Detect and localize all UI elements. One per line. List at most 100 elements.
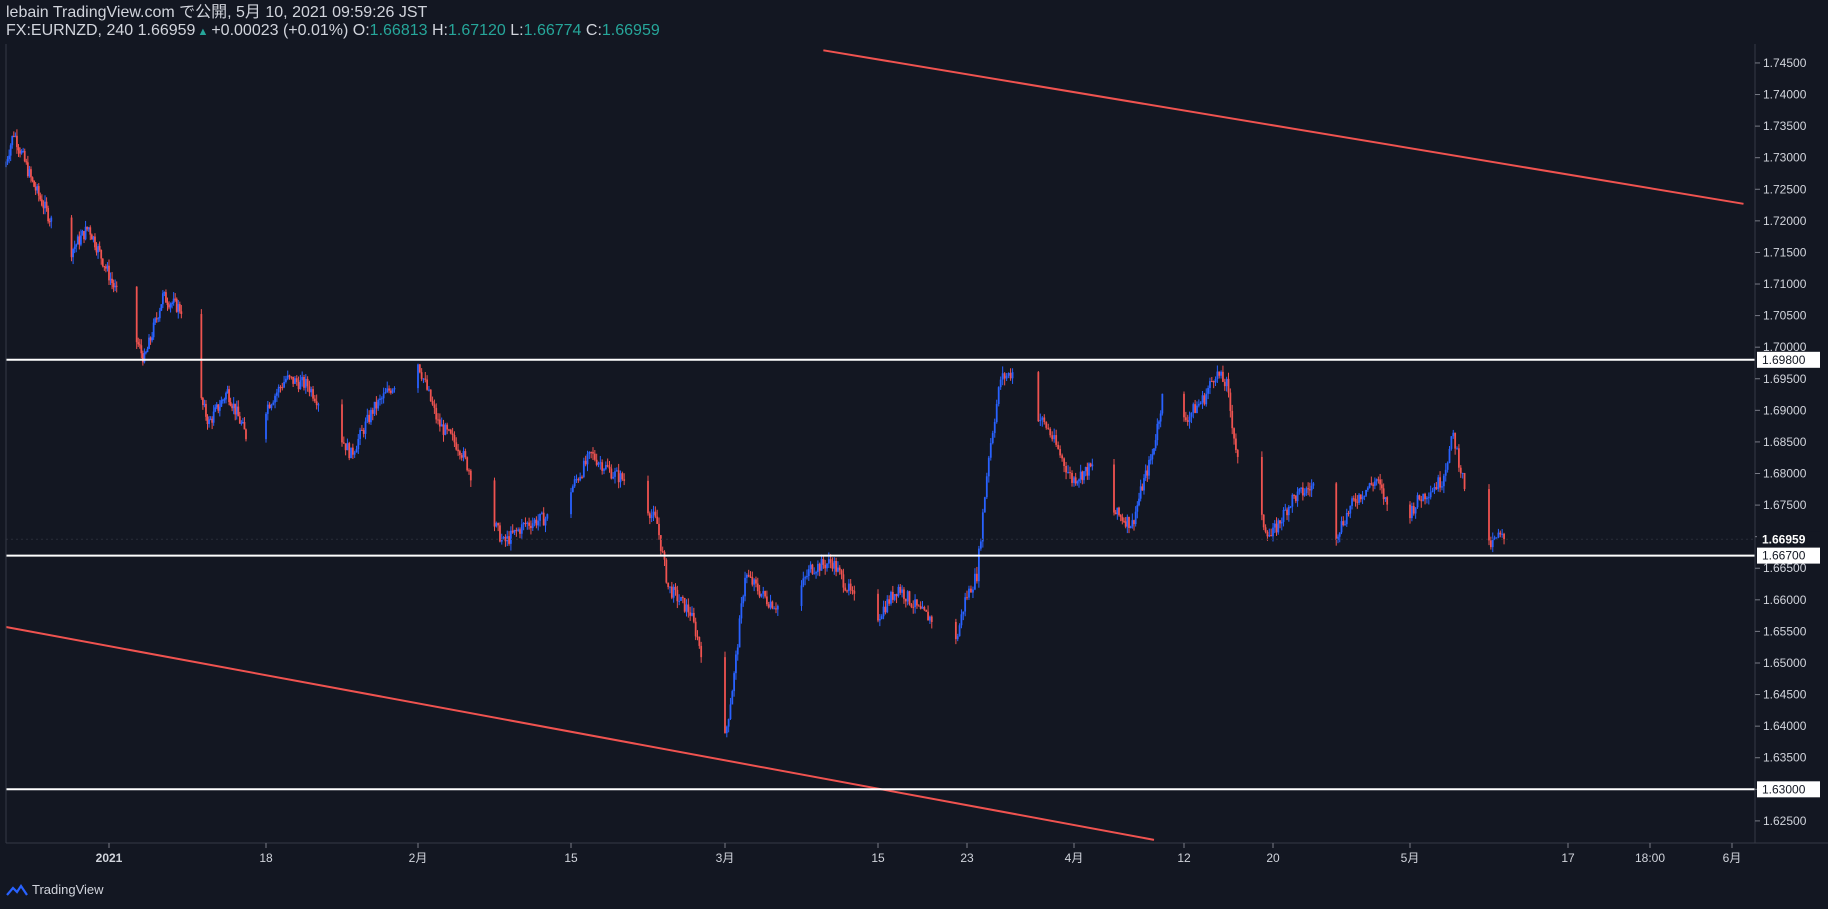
- candle-body: [762, 591, 765, 594]
- candle-body: [455, 442, 458, 450]
- candle-body: [317, 404, 320, 406]
- candle-body: [899, 586, 902, 593]
- candle-body: [33, 180, 35, 187]
- candle-body: [579, 476, 582, 481]
- candle-body: [1501, 533, 1504, 535]
- candle-body: [1158, 421, 1160, 424]
- y-tick-label: 1.69500: [1763, 372, 1807, 386]
- candle-body: [925, 609, 928, 612]
- level-price-label: 1.63000: [1762, 782, 1806, 796]
- candle-body: [1384, 497, 1387, 500]
- x-tick-label: 2月: [409, 851, 428, 865]
- time-axis[interactable]: 2021 18 2月 15 3月 15 23 4月 12 20 5月 17 18:00 6月: [96, 843, 1742, 865]
- candle-body: [818, 563, 821, 571]
- candle-body: [537, 520, 540, 526]
- candle-body: [388, 388, 390, 391]
- x-tick-label: 4月: [1065, 851, 1084, 865]
- candle-body: [497, 523, 500, 526]
- candle-body: [28, 169, 31, 177]
- candle-body: [1298, 488, 1301, 492]
- candle-body: [163, 292, 166, 294]
- candle-body: [604, 465, 607, 470]
- candle-body: [1192, 404, 1195, 413]
- candle-body: [1205, 393, 1208, 405]
- tradingview-logo[interactable]: TradingView: [6, 882, 104, 897]
- candle-body: [417, 364, 419, 389]
- candle-body: [469, 470, 472, 481]
- candle-body: [437, 419, 439, 421]
- candle-body: [1359, 494, 1362, 500]
- candle-body: [916, 599, 918, 606]
- candle-body: [1196, 405, 1198, 413]
- candle-body: [286, 375, 289, 379]
- candle-body: [1424, 493, 1426, 500]
- candle-body: [143, 352, 146, 363]
- candle-body: [351, 447, 354, 455]
- candle-body: [654, 511, 657, 517]
- level-price-tag: [1757, 781, 1820, 798]
- last-price: 1.66959: [137, 22, 196, 39]
- candle-body: [1342, 521, 1345, 525]
- candle-body: [1305, 488, 1308, 493]
- candle-body: [1131, 520, 1134, 527]
- candle-body: [20, 151, 23, 154]
- candle-body: [237, 406, 240, 417]
- candle-body: [45, 201, 48, 208]
- candle-body: [212, 411, 215, 423]
- close-value: 1.66959: [601, 22, 660, 39]
- candle-body: [90, 234, 93, 240]
- candle-body: [148, 337, 150, 349]
- candle-body: [1159, 413, 1162, 422]
- candle-body: [172, 298, 175, 304]
- candle-body: [769, 601, 772, 608]
- candle-body: [1154, 440, 1157, 449]
- y-tick-label: 1.66500: [1763, 561, 1807, 575]
- y-tick-label: 1.69000: [1763, 403, 1807, 417]
- candle-body: [983, 497, 986, 513]
- candle-body: [1078, 479, 1080, 482]
- candle-body: [1308, 489, 1311, 491]
- candle-body: [588, 451, 591, 455]
- y-tick-label: 1.72500: [1763, 182, 1807, 196]
- candle-body: [755, 579, 757, 584]
- candle-body: [831, 562, 834, 569]
- candle-body: [687, 604, 690, 613]
- candle-body: [1361, 496, 1364, 500]
- y-tick-label: 1.74500: [1763, 56, 1807, 70]
- candle-body: [1153, 448, 1155, 455]
- candle-body: [1437, 477, 1440, 490]
- candle-body: [234, 403, 237, 415]
- candle-body: [458, 451, 461, 456]
- candle-body: [104, 266, 107, 269]
- candle-body: [999, 379, 1002, 388]
- candle-body: [1146, 470, 1149, 476]
- candle-body: [974, 573, 976, 590]
- high-label: H:: [431, 22, 448, 39]
- candle-body: [1301, 487, 1304, 496]
- candle-body: [377, 400, 380, 409]
- candle-body: [515, 529, 518, 531]
- candle-body: [1289, 506, 1292, 508]
- candle-body: [966, 597, 968, 599]
- candle-body: [1207, 387, 1210, 394]
- candle-body: [577, 479, 580, 481]
- candle-body: [970, 588, 972, 593]
- low-label: L:: [510, 22, 524, 39]
- candle-body: [1282, 509, 1285, 522]
- candle-body: [217, 404, 220, 411]
- candle-body: [958, 625, 961, 637]
- candle-body: [771, 601, 774, 609]
- candle-body: [816, 563, 819, 573]
- price-axis[interactable]: 1.62500 1.63000 1.63500 1.64000 1.64500 1.650…: [1755, 56, 1807, 828]
- candle-body: [420, 372, 423, 379]
- candle-body: [1444, 469, 1447, 476]
- candle-body: [109, 278, 112, 281]
- candle-body: [691, 612, 693, 616]
- candle-body: [238, 416, 241, 424]
- candle-body: [303, 377, 305, 388]
- candle-body: [1001, 373, 1004, 380]
- candle-body: [764, 591, 766, 597]
- candle-body: [960, 614, 963, 626]
- candle-body: [1358, 494, 1360, 503]
